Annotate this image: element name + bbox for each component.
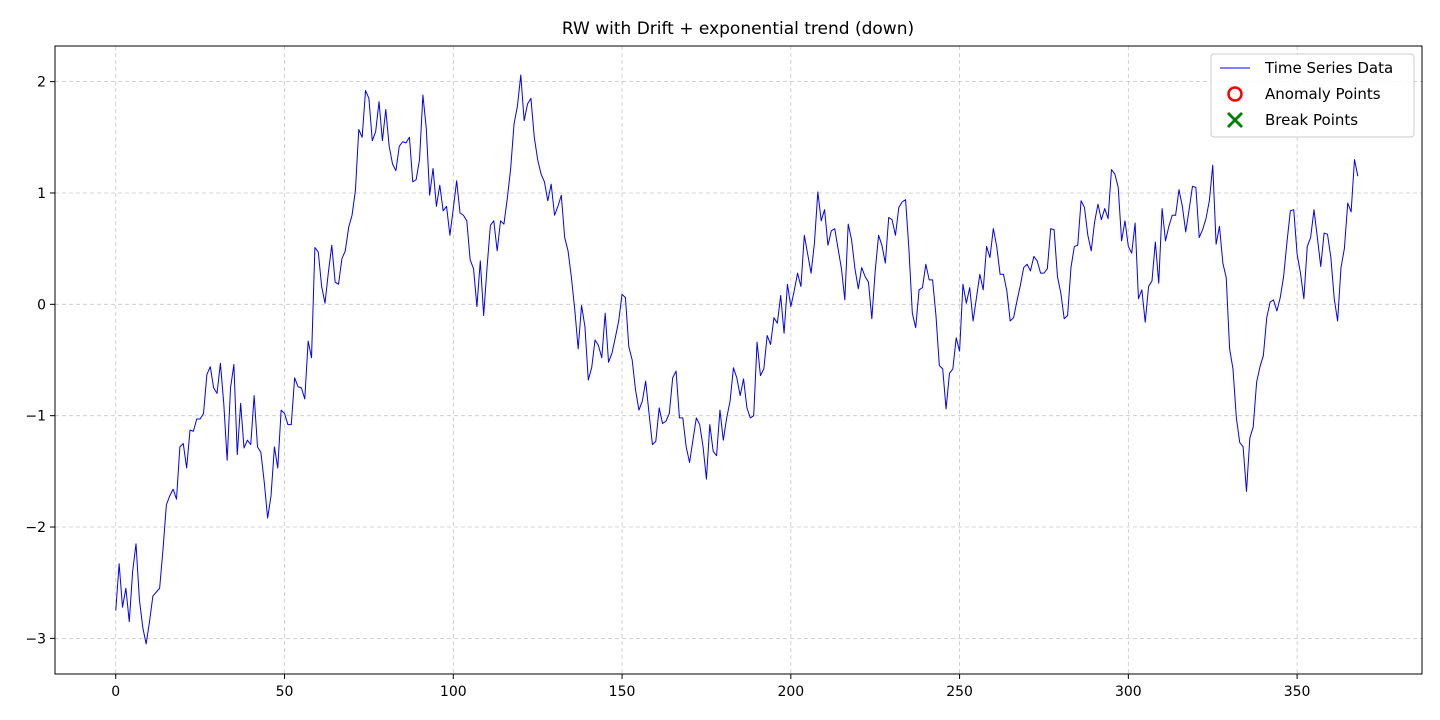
x-tick-label: 50 <box>276 684 294 700</box>
legend-circle-marker <box>1227 86 1243 102</box>
axis-layer: 0 50 100 150 200 250 300 350 −3 −2 −1 0 1 2 <box>25 75 1310 700</box>
legend-label: Anomaly Points <box>1265 85 1381 103</box>
x-tick-label: 200 <box>777 684 804 700</box>
x-tick-label: 100 <box>440 684 467 700</box>
y-tick-label: −2 <box>25 520 46 536</box>
x-tick-label: 0 <box>111 684 120 700</box>
y-tick-label: 1 <box>37 186 46 202</box>
legend-box <box>1210 53 1415 138</box>
x-tick-label: 250 <box>946 684 973 700</box>
x-tick-label: 150 <box>609 684 636 700</box>
legend-x-marker <box>1227 112 1243 128</box>
x-tick-label: 300 <box>1115 684 1142 700</box>
y-tick-label: 2 <box>37 75 46 91</box>
legend-label: Time Series Data <box>1264 59 1393 77</box>
x-tick-label: 350 <box>1284 684 1311 700</box>
y-tick-label: −1 <box>25 409 46 425</box>
series-layer <box>115 74 1359 645</box>
y-tick-label: −3 <box>25 631 46 647</box>
series-line <box>115 74 1359 645</box>
plot-frame <box>54 45 1423 675</box>
y-tick-label: 0 <box>37 297 46 313</box>
chart-title: RW with Drift + exponential trend (down) <box>562 19 914 39</box>
legend-label: Break Points <box>1265 111 1358 129</box>
grid-layer <box>55 46 1422 674</box>
legend: Time Series Data Anomaly Points Break Poin… <box>1210 53 1415 138</box>
